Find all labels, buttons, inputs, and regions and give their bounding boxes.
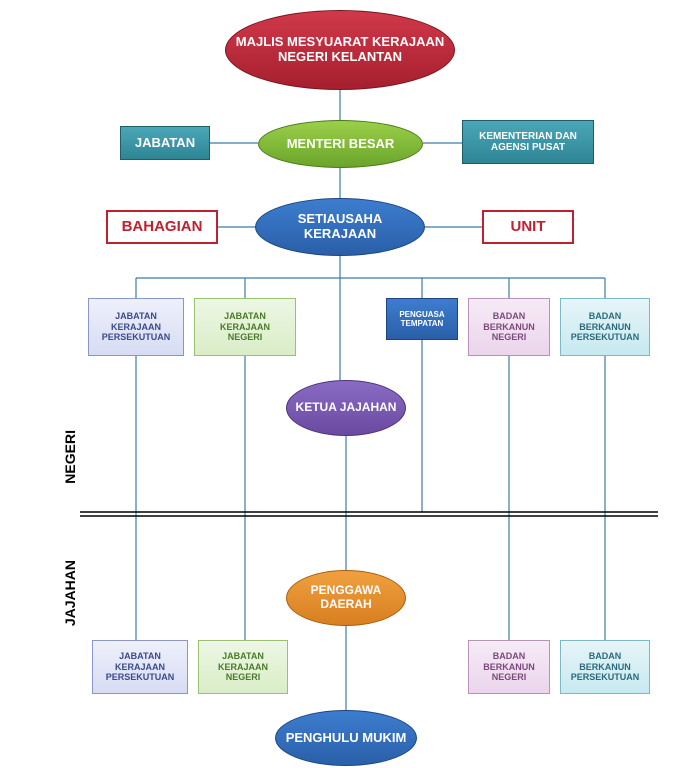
node-ketua: KETUA JAJAHAN — [286, 380, 406, 436]
vlabel-negeri: NEGERI — [62, 430, 78, 484]
node-label: BADAN BERKANUN NEGERI — [477, 311, 541, 342]
node-row2_a: JABATAN KERAJAAN PERSEKUTUAN — [92, 640, 188, 694]
node-row1_c: PENGUASA TEMPATAN — [386, 298, 458, 340]
org-chart-canvas: MAJLIS MESYUARAT KERAJAAN NEGERI KELANTA… — [0, 0, 675, 768]
node-row2_e: BADAN BERKANUN PERSEKUTUAN — [560, 640, 650, 694]
node-label: KEMENTERIAN DAN AGENSI PUSAT — [471, 131, 585, 154]
node-row1_a: JABATAN KERAJAAN PERSEKUTUAN — [88, 298, 184, 356]
node-bahagian: BAHAGIAN — [106, 210, 218, 244]
node-row1_e: BADAN BERKANUN PERSEKUTUAN — [560, 298, 650, 356]
node-label: JABATAN KERAJAAN NEGERI — [207, 651, 279, 682]
node-kementerian: KEMENTERIAN DAN AGENSI PUSAT — [462, 120, 594, 164]
node-label: MENTERI BESAR — [287, 137, 395, 152]
node-unit: UNIT — [482, 210, 574, 244]
node-label: JABATAN KERAJAAN NEGERI — [203, 311, 287, 342]
node-menteri: MENTERI BESAR — [258, 120, 423, 168]
node-jabatan: JABATAN — [120, 126, 210, 160]
node-label: BADAN BERKANUN PERSEKUTUAN — [569, 651, 641, 682]
node-penghulu: PENGHULU MUKIM — [275, 710, 417, 766]
node-label: PENGHULU MUKIM — [286, 731, 407, 746]
node-label: BADAN BERKANUN PERSEKUTUAN — [569, 311, 641, 342]
node-label: MAJLIS MESYUARAT KERAJAAN NEGERI KELANTA… — [234, 35, 446, 65]
node-label: BAHAGIAN — [122, 218, 203, 235]
node-row2_b: JABATAN KERAJAAN NEGERI — [198, 640, 288, 694]
node-label: SETIAUSAHA KERAJAAN — [264, 212, 416, 242]
node-row2_d: BADAN BERKANUN NEGERI — [468, 640, 550, 694]
node-label: BADAN BERKANUN NEGERI — [477, 651, 541, 682]
node-label: UNIT — [511, 218, 546, 235]
node-top: MAJLIS MESYUARAT KERAJAAN NEGERI KELANTA… — [225, 10, 455, 90]
node-label: JABATAN KERAJAAN PERSEKUTUAN — [101, 651, 179, 682]
node-label: JABATAN — [135, 136, 195, 151]
node-row1_d: BADAN BERKANUN NEGERI — [468, 298, 550, 356]
node-label: KETUA JAJAHAN — [296, 401, 397, 415]
node-penggawa: PENGGAWA DAERAH — [286, 570, 406, 626]
vlabel-jajahan: JAJAHAN — [62, 560, 78, 626]
node-label: PENGUASA TEMPATAN — [395, 310, 449, 328]
node-label: JABATAN KERAJAAN PERSEKUTUAN — [97, 311, 175, 342]
node-label: PENGGAWA DAERAH — [295, 584, 397, 612]
node-row1_b: JABATAN KERAJAAN NEGERI — [194, 298, 296, 356]
node-setiausaha: SETIAUSAHA KERAJAAN — [255, 198, 425, 256]
